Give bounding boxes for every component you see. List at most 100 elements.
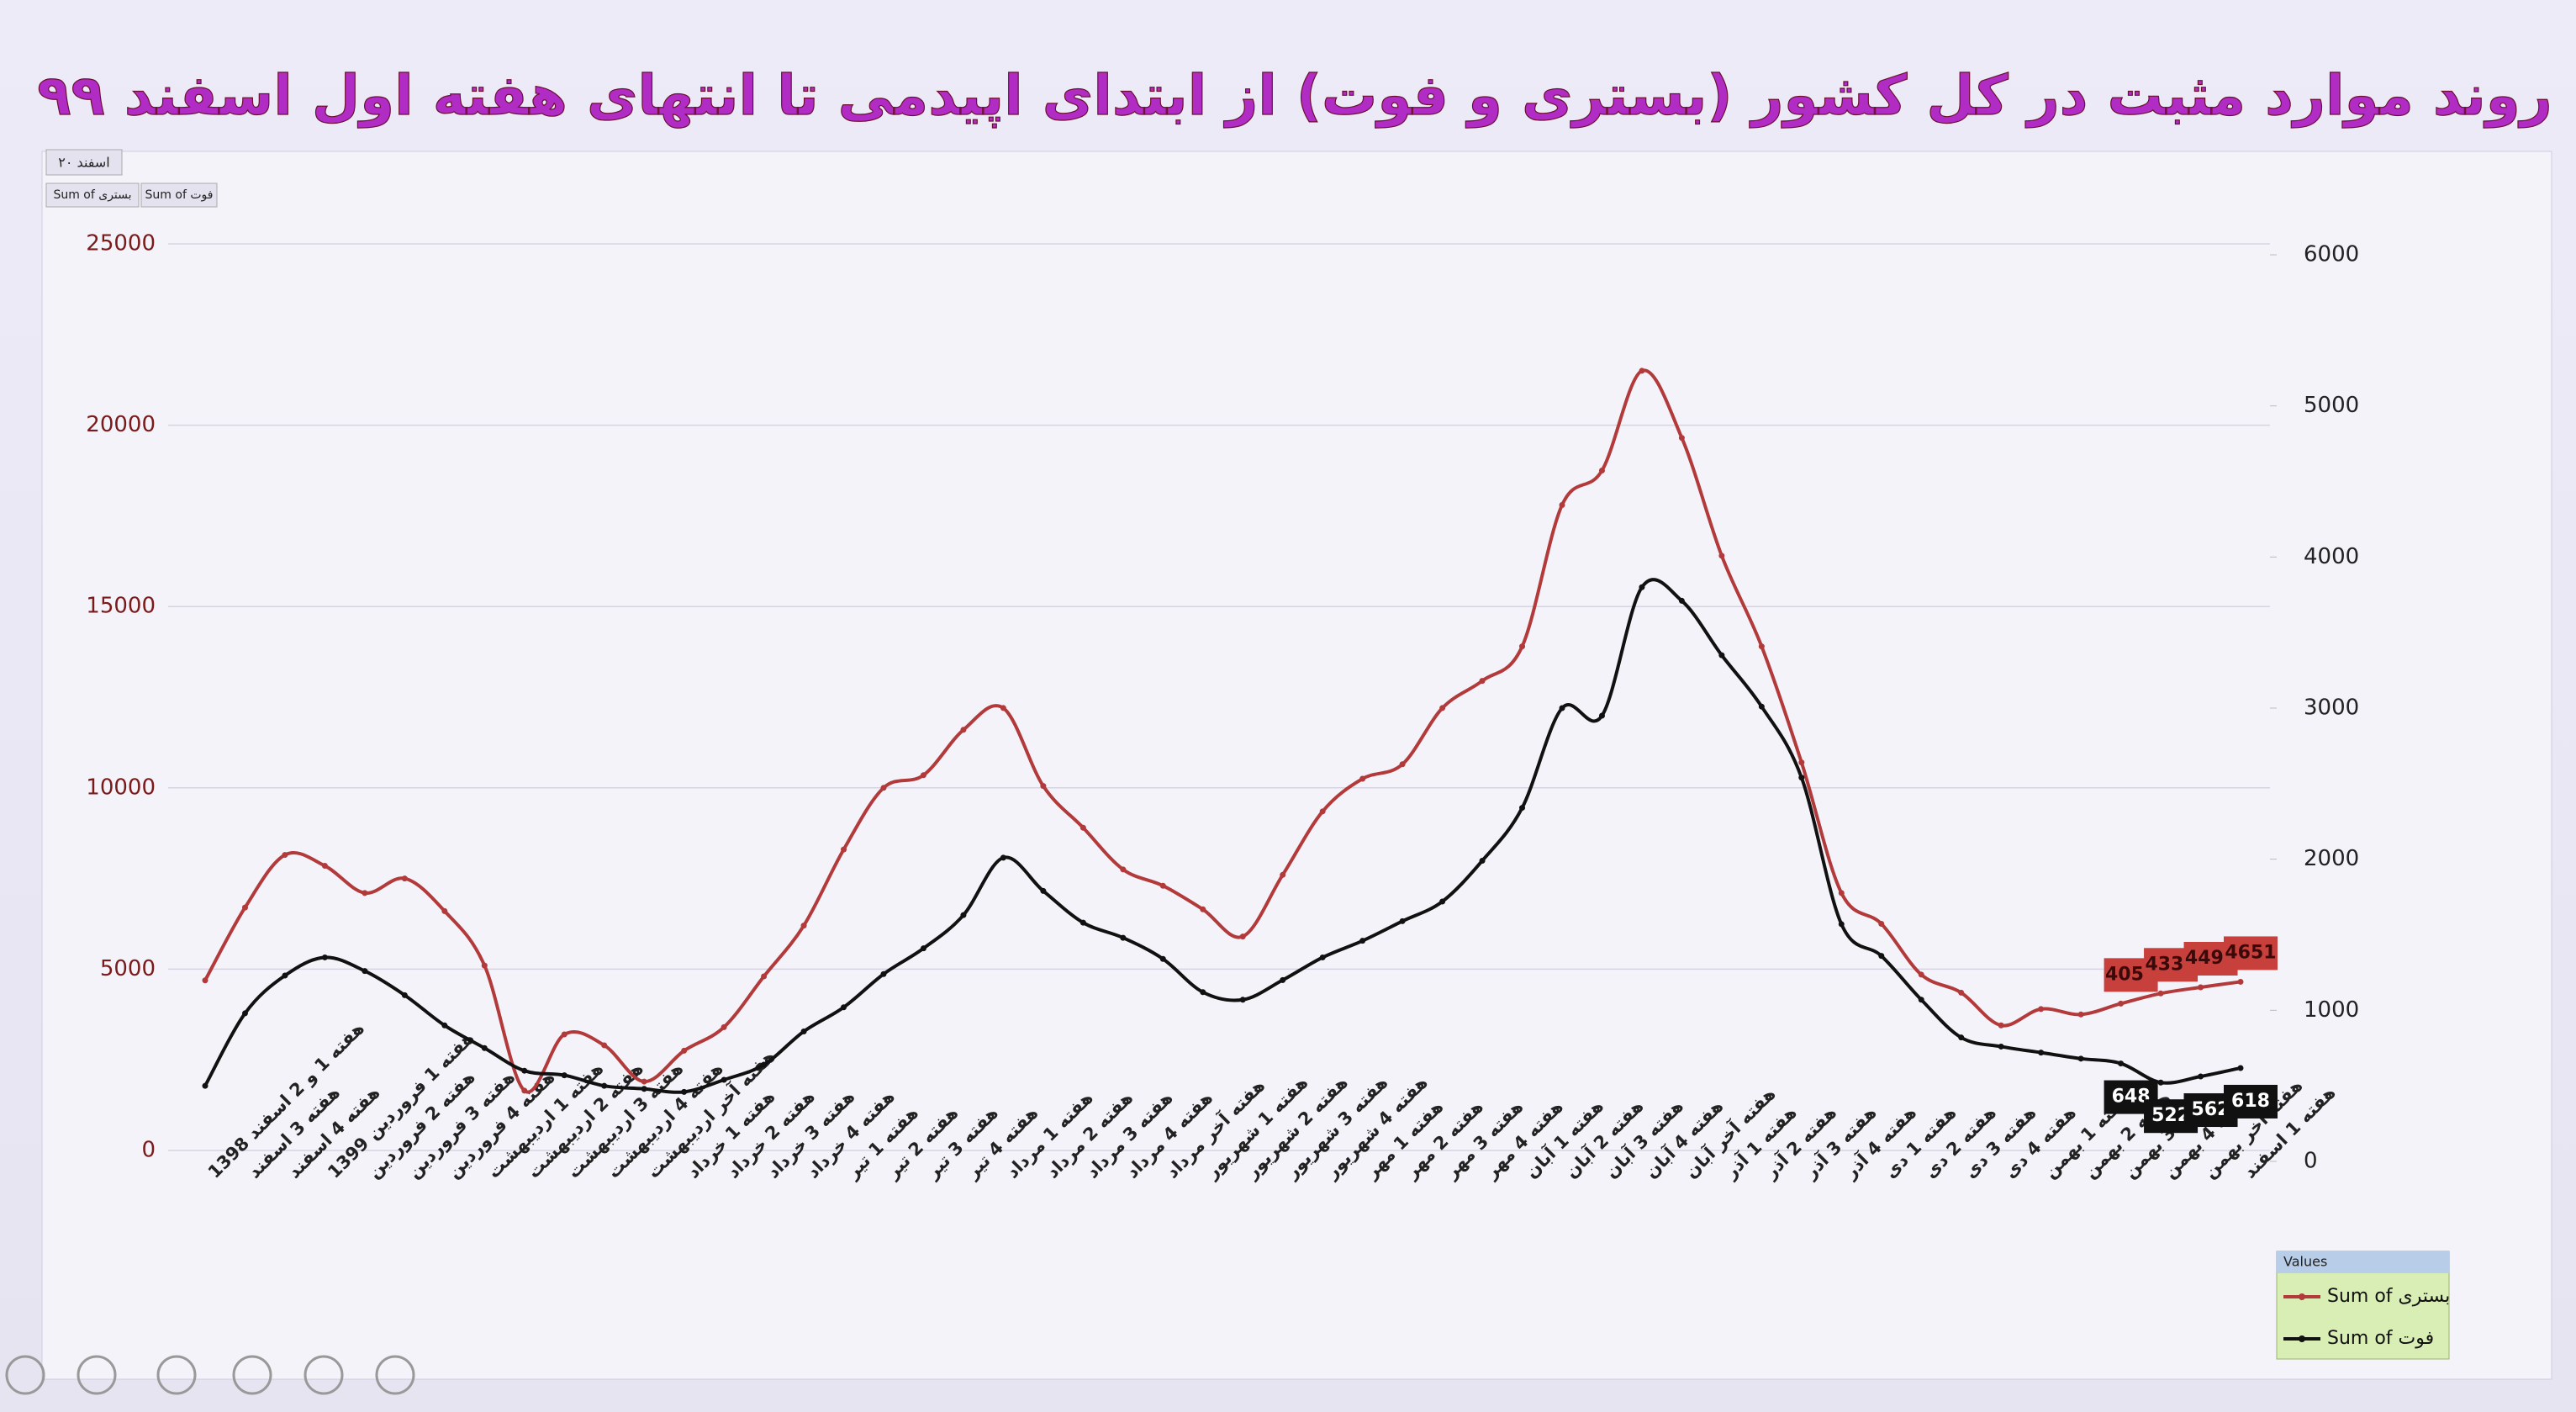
field-button[interactable]	[45, 182, 140, 208]
forward-button[interactable]	[77, 1355, 117, 1395]
point	[2077, 1011, 2084, 1018]
point	[2237, 1065, 2244, 1071]
point	[2157, 1079, 2164, 1086]
point	[561, 1072, 567, 1079]
point	[800, 1028, 807, 1034]
y2-tick-label: 3000	[2304, 695, 2359, 721]
point	[1718, 652, 1725, 658]
y2-tick-label: 5000	[2304, 393, 2359, 418]
point	[1958, 1034, 1965, 1041]
chart-title: روند موارد مثبت در کل کشور (بستری و فوت)…	[37, 63, 2552, 129]
y-tick-label: 5000	[100, 956, 156, 981]
point	[1079, 919, 1086, 926]
point	[1359, 775, 1366, 782]
point	[761, 1061, 768, 1068]
back-button[interactable]	[5, 1355, 45, 1395]
point	[1280, 871, 1286, 878]
point	[1280, 976, 1286, 983]
point	[960, 727, 967, 733]
data-label: 648	[2112, 1087, 2151, 1108]
point	[2157, 990, 2164, 997]
y2-tick-label: 2000	[2304, 846, 2359, 871]
point	[1598, 712, 1605, 719]
plot-frame	[41, 151, 2552, 1380]
point	[920, 772, 926, 779]
point	[721, 1023, 727, 1030]
legend-header	[2277, 1251, 2449, 1273]
zoom-button[interactable]	[304, 1355, 344, 1395]
legend-marker	[2299, 1335, 2305, 1342]
point	[601, 1082, 608, 1089]
point	[1519, 643, 1526, 650]
point	[1040, 783, 1047, 790]
point	[641, 1086, 647, 1092]
point	[441, 907, 448, 914]
y2-tick-label: 6000	[2304, 242, 2359, 267]
data-label-box	[2224, 936, 2278, 970]
data-label: 4651	[2225, 942, 2276, 963]
point	[521, 1087, 528, 1094]
point	[2237, 978, 2244, 985]
point	[1359, 938, 1366, 944]
point	[1918, 997, 1924, 1003]
point	[1918, 971, 1924, 978]
point	[362, 968, 368, 975]
toolbar	[5, 1355, 415, 1395]
data-label: 562	[2192, 1099, 2230, 1120]
more-button[interactable]	[375, 1355, 415, 1395]
save-button[interactable]	[232, 1355, 272, 1395]
data-label: 522	[2151, 1105, 2190, 1126]
point	[1758, 643, 1765, 650]
field-button[interactable]	[140, 182, 218, 208]
point	[1040, 887, 1047, 894]
point	[880, 970, 887, 977]
point	[2077, 1055, 2084, 1062]
point	[800, 923, 807, 929]
point	[1439, 705, 1446, 711]
point	[1079, 824, 1086, 831]
point	[481, 962, 488, 969]
point	[681, 1047, 688, 1054]
point	[1479, 678, 1486, 685]
point	[1998, 1022, 2004, 1029]
point	[1000, 705, 1006, 711]
point	[481, 1044, 488, 1051]
point	[1479, 857, 1486, 864]
point	[841, 846, 847, 853]
point	[681, 1088, 688, 1095]
point	[2118, 1000, 2125, 1007]
point	[1159, 955, 1166, 962]
point	[641, 1078, 647, 1085]
point	[1758, 703, 1765, 710]
point	[1399, 761, 1406, 768]
data-label: 618	[2231, 1091, 2270, 1112]
pen-button[interactable]	[156, 1355, 197, 1395]
point	[1718, 553, 1725, 559]
y-tick-label: 15000	[86, 594, 156, 619]
data-label-box	[2224, 1084, 2278, 1118]
point	[202, 977, 209, 984]
point	[1678, 435, 1685, 442]
filter-label: اسفند ۲۰	[58, 155, 109, 171]
point	[1200, 989, 1206, 996]
point	[441, 1022, 448, 1029]
y2-tick-label: 1000	[2304, 997, 2359, 1023]
point	[721, 1076, 727, 1083]
y-tick-label: 20000	[86, 412, 156, 437]
point	[202, 1082, 209, 1089]
point	[1439, 898, 1446, 905]
point	[880, 785, 887, 791]
point	[1798, 775, 1805, 781]
point	[2198, 984, 2204, 991]
point	[321, 954, 328, 960]
filter-button[interactable]	[45, 149, 123, 176]
point	[1319, 954, 1326, 960]
point	[1519, 805, 1526, 812]
point	[841, 1004, 847, 1011]
point	[321, 863, 328, 870]
point	[1958, 989, 1965, 996]
field-button-label: Sum of بستری	[53, 188, 131, 202]
point	[521, 1067, 528, 1074]
legend-title: Values	[2283, 1254, 2327, 1270]
point	[920, 945, 926, 952]
